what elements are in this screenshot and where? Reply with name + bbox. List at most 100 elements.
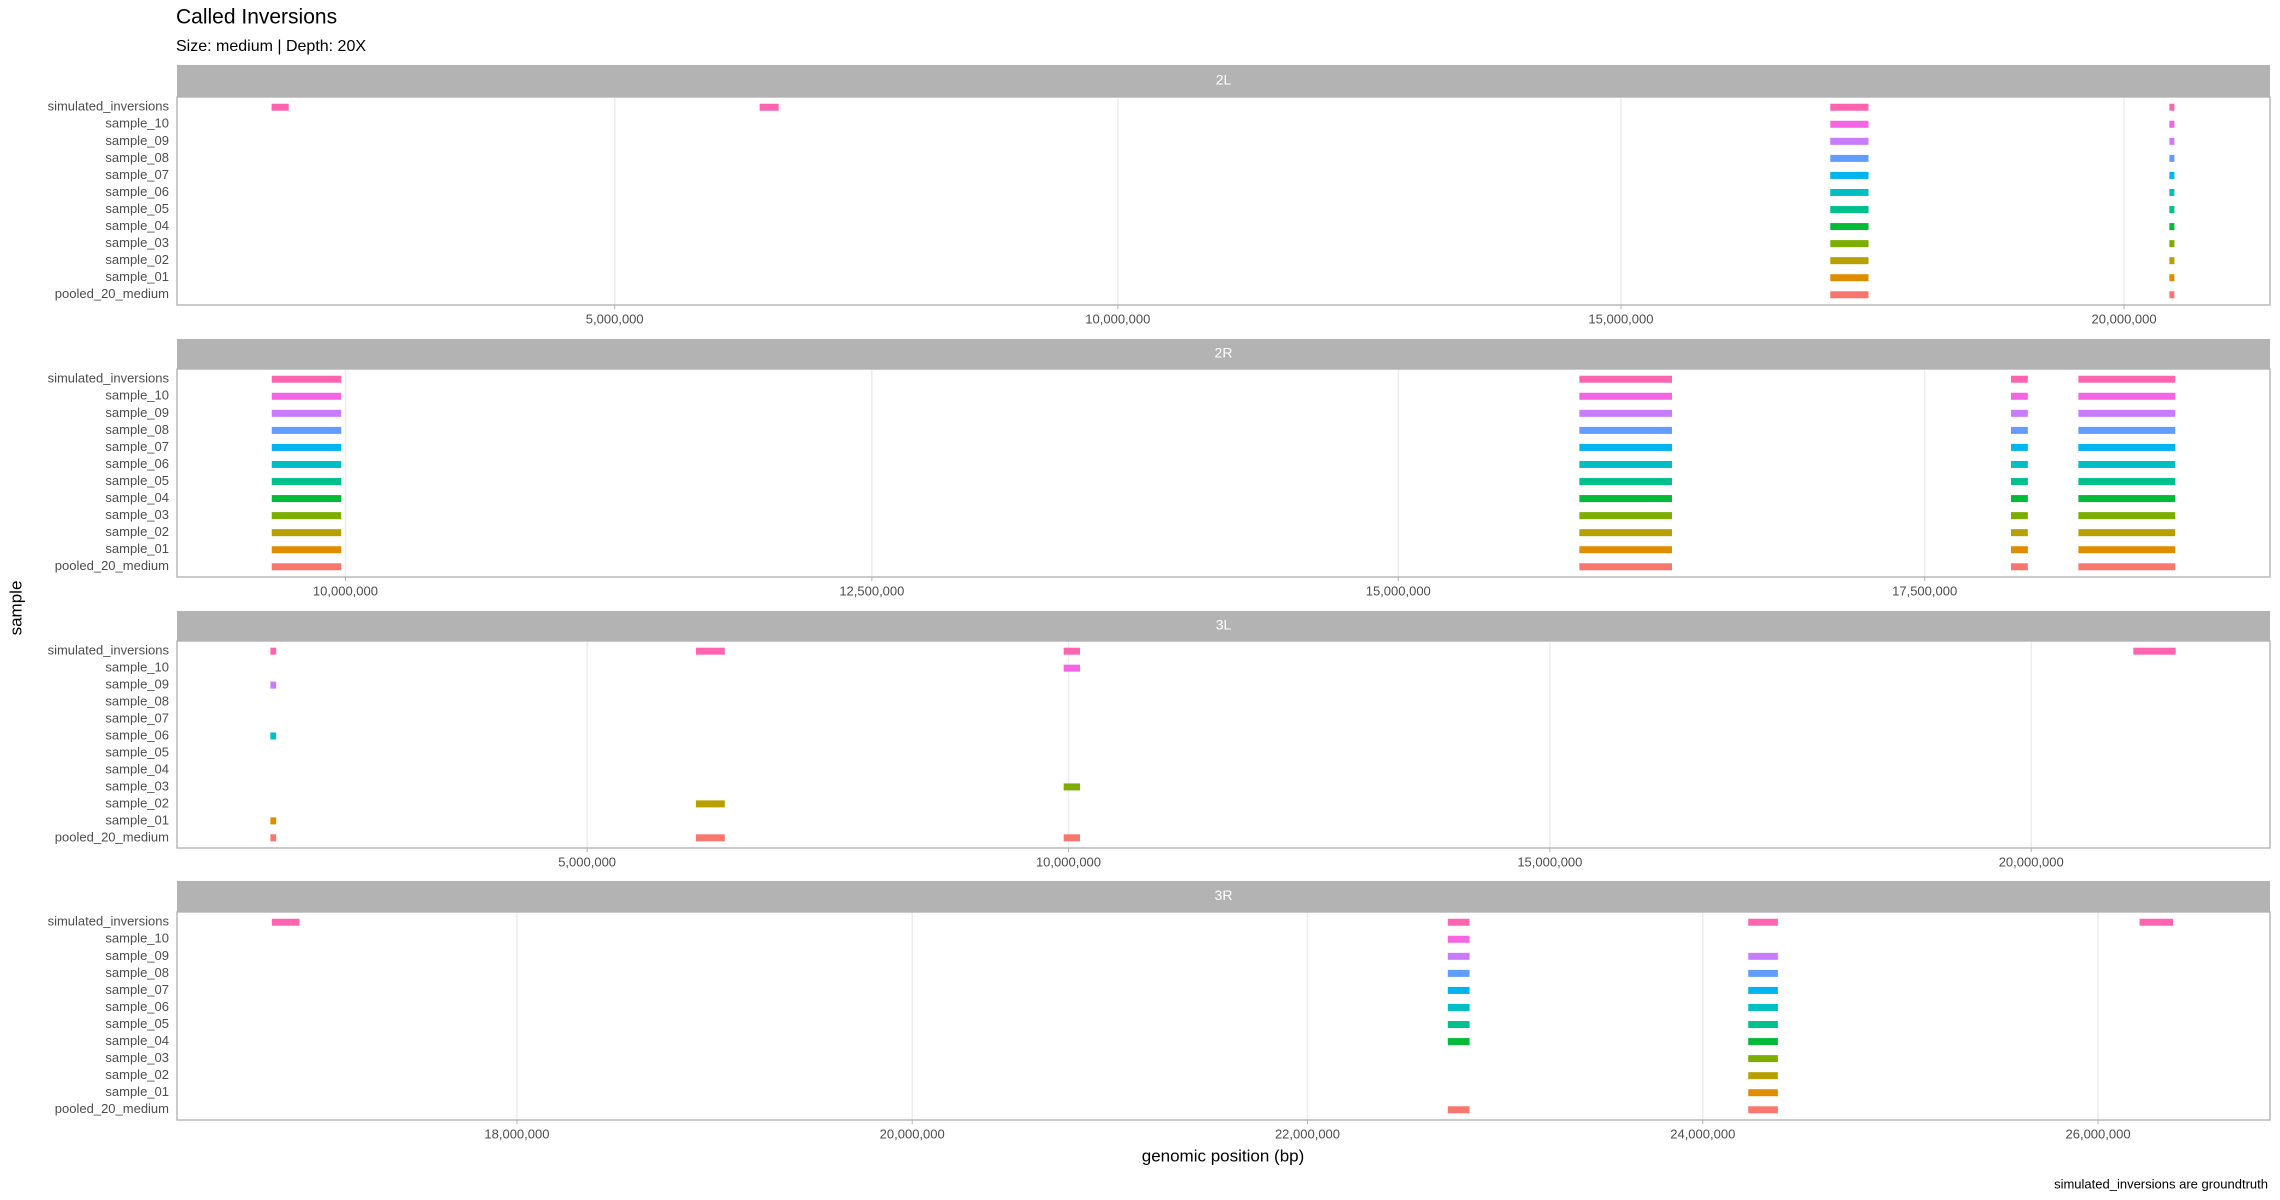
inversion-segment <box>2078 546 2176 554</box>
y-tick-label: sample_06 <box>105 999 169 1014</box>
inversion-segment <box>1447 1106 1470 1114</box>
inversion-segment <box>2169 223 2175 231</box>
y-axis-title: sample <box>6 581 25 636</box>
inversion-segment <box>1748 1055 1778 1063</box>
y-tick-label: sample_04 <box>105 761 169 776</box>
inversion-segment <box>1447 969 1470 977</box>
x-tick-label: 10,000,000 <box>313 583 378 598</box>
x-tick-label: 24,000,000 <box>1670 1126 1735 1141</box>
inversion-segment <box>695 647 725 655</box>
y-tick-label: sample_10 <box>105 388 169 403</box>
inversion-segment <box>1748 986 1778 994</box>
inversion-segment <box>2078 512 2176 520</box>
inversion-segment <box>2169 240 2175 248</box>
inversion-segment <box>759 103 779 111</box>
inversion-segment <box>1579 563 1672 571</box>
y-tick-label: sample_08 <box>105 965 169 980</box>
inversion-segment <box>1063 783 1081 791</box>
inversion-segment <box>271 426 342 434</box>
inversion-segment <box>270 647 277 655</box>
x-tick-label: 15,000,000 <box>1517 854 1582 869</box>
inversion-segment <box>2078 495 2176 503</box>
y-tick-label: sample_07 <box>105 710 169 725</box>
inversion-segment <box>1447 1003 1470 1011</box>
y-tick-label: sample_10 <box>105 931 169 946</box>
panel-border <box>176 368 2271 578</box>
y-tick-label: sample_03 <box>105 507 169 522</box>
y-tick-label: sample_03 <box>105 235 169 250</box>
inversion-segment <box>1579 460 1672 468</box>
inversion-segment <box>2011 512 2028 520</box>
inversion-segment <box>1748 1003 1778 1011</box>
inversion-segment <box>1748 1106 1778 1114</box>
caption: simulated_inversions are groundtruth <box>2054 1176 2268 1191</box>
x-tick-label: 20,000,000 <box>880 1126 945 1141</box>
y-tick-label: pooled_20_medium <box>55 829 169 844</box>
inversion-segment <box>2169 103 2175 111</box>
y-tick-label: sample_03 <box>105 1050 169 1065</box>
y-tick-label: sample_02 <box>105 524 169 539</box>
y-tick-label: sample_09 <box>105 405 169 420</box>
inversion-segment <box>2078 478 2176 486</box>
y-tick-label: sample_06 <box>105 456 169 471</box>
inversion-segment <box>2169 257 2175 265</box>
inversion-segment <box>2011 529 2028 537</box>
panel-border <box>176 640 2271 849</box>
x-tick-label: 26,000,000 <box>2066 1126 2131 1141</box>
y-tick-label: sample_05 <box>105 473 169 488</box>
inversion-segment <box>1579 426 1672 434</box>
inversion-segment <box>1579 512 1672 520</box>
y-tick-label: simulated_inversions <box>48 99 170 114</box>
inversion-segment <box>271 563 342 571</box>
y-tick-label: sample_07 <box>105 167 169 182</box>
inversion-segment <box>270 732 277 740</box>
inversion-segment <box>2011 546 2028 554</box>
inversion-segment <box>271 546 342 554</box>
inversion-segment <box>1579 546 1672 554</box>
inversion-segment <box>1447 952 1470 960</box>
y-tick-label: sample_08 <box>105 422 169 437</box>
inversion-segment <box>2011 392 2028 400</box>
inversion-segment <box>1830 291 1869 299</box>
inversion-segment <box>270 681 277 689</box>
y-tick-label: sample_04 <box>105 490 169 505</box>
inversion-segment <box>1579 495 1672 503</box>
inversion-segment <box>1748 1021 1778 1029</box>
y-tick-label: sample_02 <box>105 795 169 810</box>
inversion-segment <box>271 443 342 451</box>
inversion-segment <box>2078 563 2176 571</box>
x-tick-label: 5,000,000 <box>586 311 644 326</box>
inversion-segment <box>2078 375 2176 383</box>
inversion-segment <box>1447 935 1470 943</box>
y-tick-label: sample_01 <box>105 1084 169 1099</box>
y-tick-label: sample_04 <box>105 218 169 233</box>
x-tick-label: 5,000,000 <box>558 854 616 869</box>
x-tick-label: 10,000,000 <box>1036 854 1101 869</box>
inversion-segment <box>1830 274 1869 282</box>
inversion-segment <box>2169 137 2175 145</box>
inversion-segment <box>2169 154 2175 162</box>
strip-label: 2R <box>1215 345 1233 361</box>
inversion-segment <box>2011 409 2028 417</box>
y-tick-label: sample_01 <box>105 541 169 556</box>
inversion-segment <box>1447 918 1470 926</box>
panel-border <box>176 96 2271 306</box>
inversion-segment <box>2011 443 2028 451</box>
inversion-segment <box>2078 392 2176 400</box>
strip-label: 3R <box>1215 887 1233 903</box>
inversion-segment <box>2133 647 2176 655</box>
inversion-segment <box>270 817 277 825</box>
chart-title: Called Inversions <box>176 6 337 29</box>
inversion-segment <box>1830 206 1869 214</box>
inversion-segment <box>1830 120 1869 128</box>
x-tick-label: 10,000,000 <box>1085 311 1150 326</box>
inversion-segment <box>2078 529 2176 537</box>
inversion-segment <box>1579 443 1672 451</box>
inversion-segment <box>271 495 342 503</box>
y-tick-label: pooled_20_medium <box>55 1101 169 1116</box>
inversion-segment <box>1447 986 1470 994</box>
y-tick-label: sample_07 <box>105 982 169 997</box>
y-tick-label: sample_09 <box>105 133 169 148</box>
inversion-segment <box>1830 223 1869 231</box>
y-tick-label: sample_08 <box>105 150 169 165</box>
